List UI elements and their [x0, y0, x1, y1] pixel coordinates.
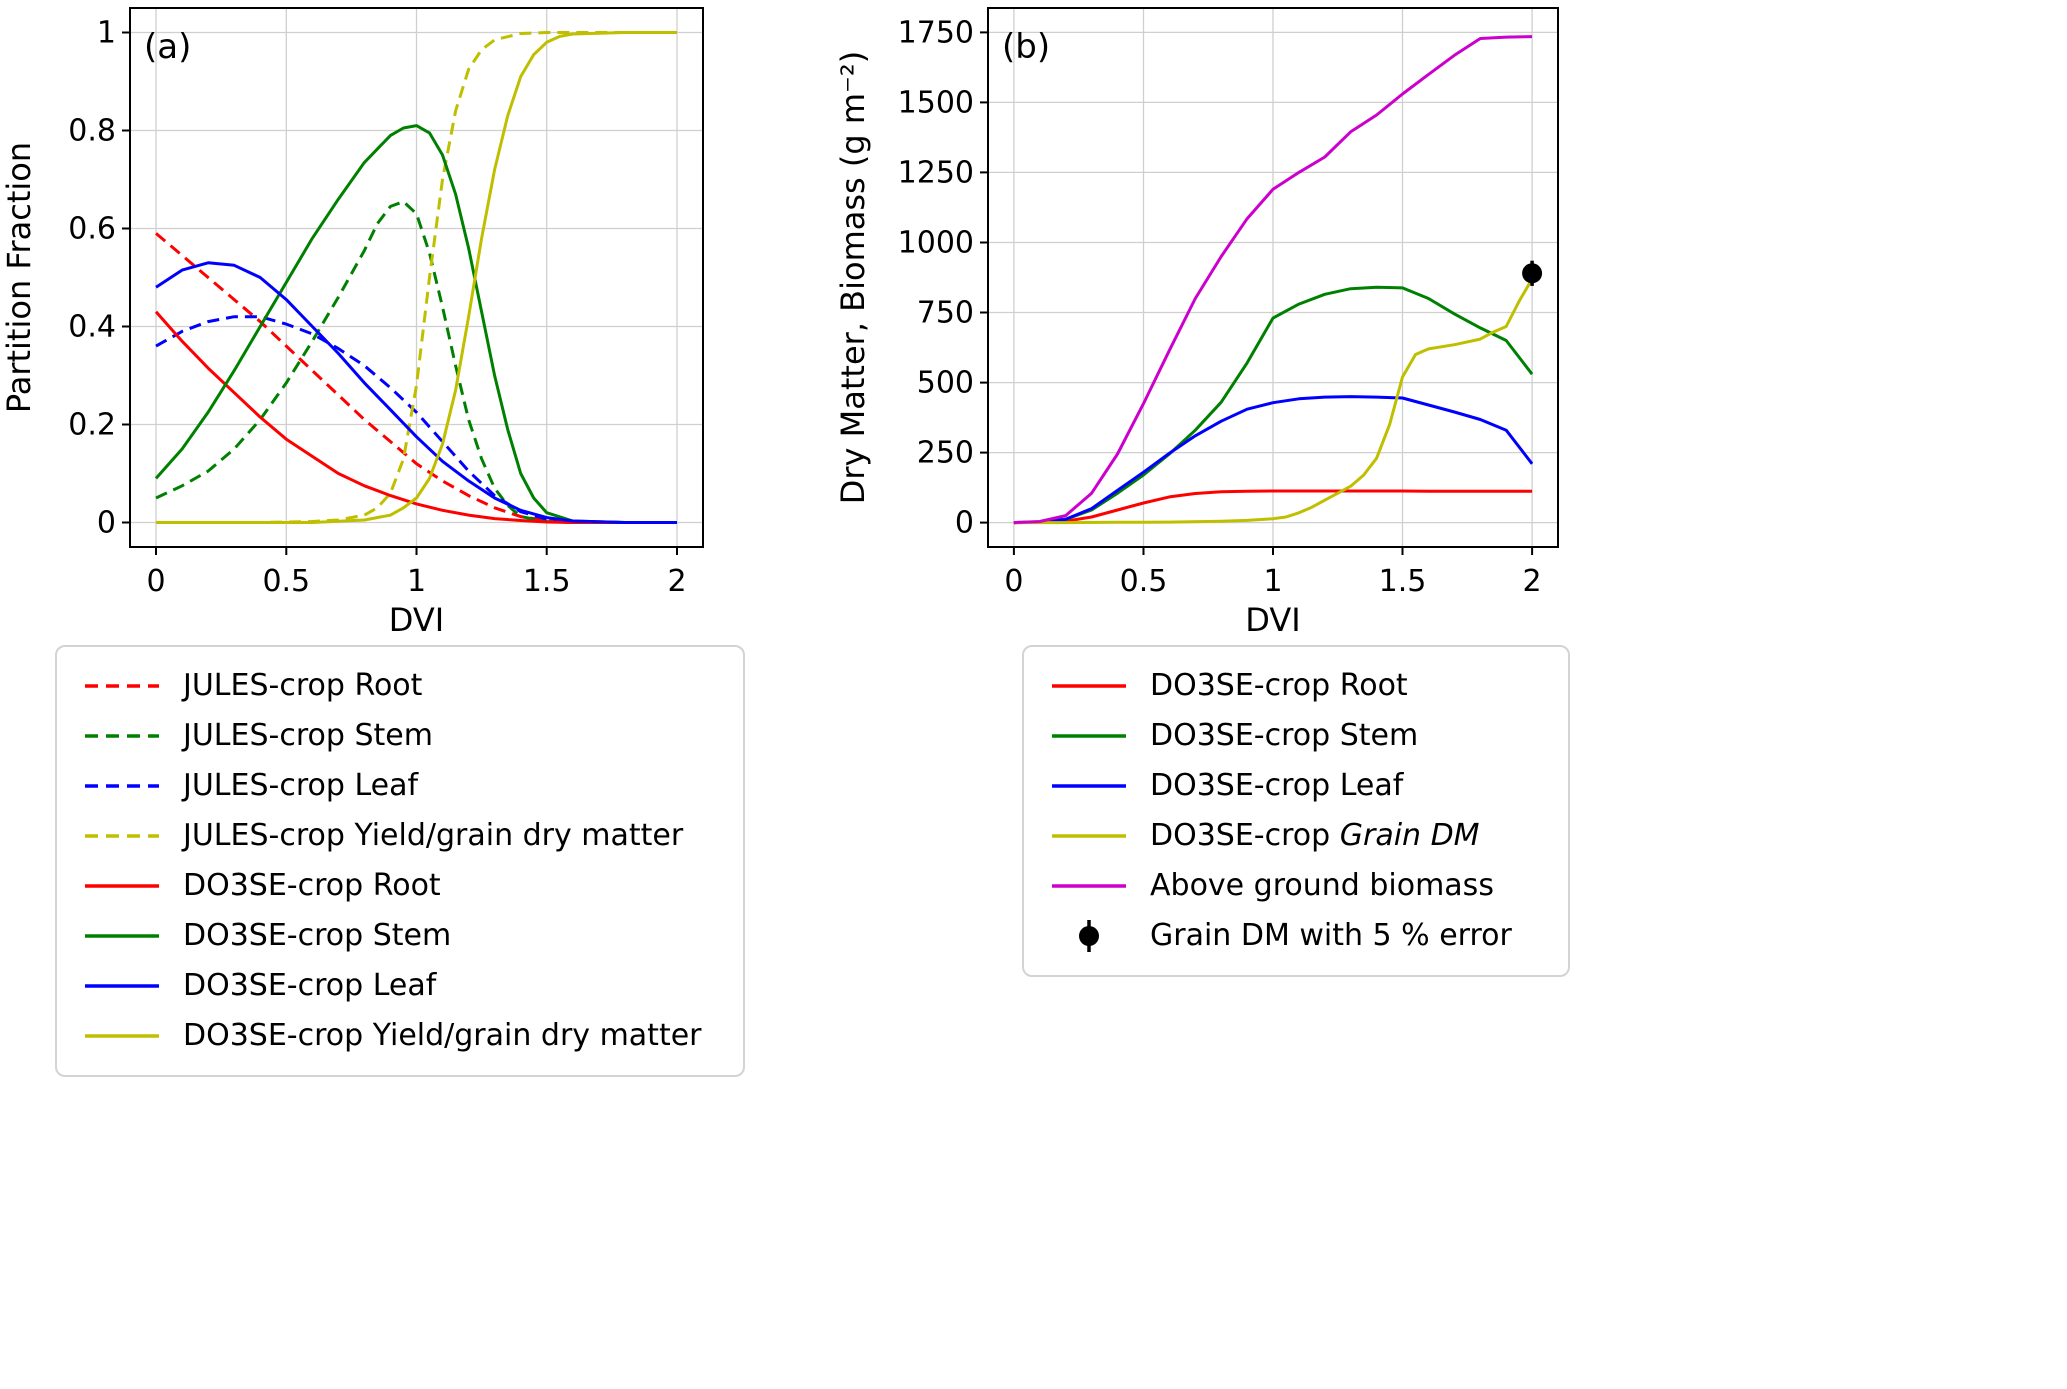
y-tick-label: 0 — [97, 506, 116, 541]
y-tick-label: 1000 — [898, 226, 974, 261]
legend-item-do3se-crop-leaf: DO3SE-crop Leaf — [83, 961, 731, 1011]
legend-item-do3se-crop-root: DO3SE-crop Root — [1050, 661, 1556, 711]
dashed-line-sample-icon — [85, 684, 159, 688]
series-do3se-crop-root — [154, 310, 677, 524]
solid-line-sample-icon — [1052, 834, 1126, 838]
legend-label: Grain DM with 5 % error — [1150, 918, 1512, 953]
legend-item-do3se-crop-root: DO3SE-crop Root — [83, 861, 731, 911]
series-do3se-crop-stem — [1013, 285, 1534, 525]
legend-label: Above ground biomass — [1150, 868, 1494, 903]
dashed-line-sample-icon — [85, 784, 159, 788]
dashed-line-sample-icon — [85, 834, 159, 838]
series-jules-crop-leaf — [155, 315, 677, 524]
legend-label: DO3SE-crop Yield/grain dry matter — [183, 1018, 702, 1053]
panel-label: (b) — [1002, 27, 1050, 67]
panel-label: (a) — [144, 27, 191, 67]
y-tick-label: 500 — [917, 366, 974, 401]
legend-item-do3se-crop-stem: DO3SE-crop Stem — [1050, 711, 1556, 761]
x-tick-label: 0 — [146, 564, 165, 599]
legend-label: JULES-crop Root — [183, 668, 423, 703]
series-do3se-crop-leaf — [155, 261, 677, 524]
legend-item-jules-crop-yield-grain-dry-matter: JULES-crop Yield/grain dry matter — [83, 811, 731, 861]
marker-grain-dm-with-5-error — [1522, 263, 1543, 284]
series-jules-crop-yield-grain-dry-matter — [156, 31, 677, 524]
y-tick-label: 1500 — [898, 85, 974, 120]
series-do3se-crop-root — [1013, 489, 1533, 525]
solid-line-sample-icon — [1052, 784, 1126, 788]
solid-line-sample-icon — [85, 884, 159, 888]
y-tick-label: 750 — [917, 296, 974, 331]
y-axis-label: Partition Fraction — [0, 142, 38, 413]
solid-line-sample-icon — [85, 984, 159, 988]
legend-item-jules-crop-root: JULES-crop Root — [83, 661, 731, 711]
x-tick-label: 1 — [1263, 564, 1282, 599]
y-tick-label: 0 — [955, 506, 974, 541]
legend-label: DO3SE-crop Leaf — [183, 968, 437, 1003]
legend-label: DO3SE-crop Root — [1150, 668, 1408, 703]
y-tick-label: 0.2 — [68, 408, 116, 443]
solid-line-sample-icon — [1052, 734, 1126, 738]
y-axis-label: Dry Matter, Biomass (g m⁻²) — [834, 51, 872, 504]
x-axis-label: DVI — [1245, 601, 1300, 639]
series-do3se-crop-stem — [154, 124, 677, 524]
legend-label: DO3SE-crop Grain DM — [1150, 818, 1480, 853]
x-tick-label: 2 — [667, 564, 686, 599]
x-tick-label: 0 — [1004, 564, 1023, 599]
y-tick-label: 1 — [97, 16, 116, 51]
legend-item-do3se-crop-yield-grain-dry-matter: DO3SE-crop Yield/grain dry matter — [83, 1011, 731, 1061]
legend-item-jules-crop-stem: JULES-crop Stem — [83, 711, 731, 761]
series-do3se-crop-grain-dm — [1013, 278, 1534, 525]
x-tick-label: 0.5 — [1120, 564, 1168, 599]
x-tick-label: 1.5 — [523, 564, 571, 599]
errorbar-dot-icon — [1079, 926, 1099, 946]
legend-label: DO3SE-crop Stem — [183, 918, 452, 953]
legend-item-above-ground-biomass: Above ground biomass — [1050, 861, 1556, 911]
series-do3se-crop-leaf — [1013, 395, 1534, 525]
x-tick-label: 0.5 — [262, 564, 310, 599]
panel-b-legend: DO3SE-crop Root DO3SE-crop Stem DO3SE-crop… — [1022, 645, 1570, 977]
y-tick-label: 0.8 — [68, 114, 116, 149]
legend-item-grain-dm-with-5-error: Grain DM with 5 % error — [1050, 911, 1556, 961]
legend-label: DO3SE-crop Root — [183, 868, 441, 903]
y-tick-label: 1750 — [898, 15, 974, 50]
legend-item-do3se-crop-leaf: DO3SE-crop Leaf — [1050, 761, 1556, 811]
legend-label: DO3SE-crop Stem — [1150, 718, 1419, 753]
x-tick-label: 2 — [1523, 564, 1542, 599]
x-axis-label: DVI — [389, 601, 444, 639]
series-above-ground-biomass — [1013, 35, 1533, 525]
y-tick-label: 250 — [917, 436, 974, 471]
x-tick-label: 1.5 — [1379, 564, 1427, 599]
dashed-line-sample-icon — [85, 734, 159, 738]
legend-item-jules-crop-leaf: JULES-crop Leaf — [83, 761, 731, 811]
legend-label: DO3SE-crop Leaf — [1150, 768, 1404, 803]
solid-line-sample-icon — [85, 934, 159, 938]
legend-label: JULES-crop Stem — [183, 718, 433, 753]
solid-line-sample-icon — [85, 1034, 159, 1038]
series-jules-crop-root — [155, 232, 677, 524]
legend-item-do3se-crop-grain-dm: DO3SE-crop Grain DM — [1050, 811, 1556, 861]
legend-item-do3se-crop-stem: DO3SE-crop Stem — [83, 911, 731, 961]
panel-a-legend: JULES-crop Root JULES-crop Stem JULES-crop… — [55, 645, 745, 1077]
legend-label: JULES-crop Yield/grain dry matter — [183, 818, 684, 853]
solid-line-sample-icon — [1052, 684, 1126, 688]
solid-line-sample-icon — [1052, 884, 1126, 888]
legend-label: JULES-crop Leaf — [183, 768, 419, 803]
errorbar-marker-icon — [1079, 920, 1099, 952]
x-tick-label: 1 — [407, 564, 426, 599]
y-tick-label: 0.4 — [68, 310, 116, 345]
panel-b-chart: 0 0.5 1 1.5 2 0 250 500 750 1000 1250 1500 1750 DVI Dr… — [834, 7, 1559, 639]
y-tick-label: 1250 — [898, 155, 974, 190]
series-do3se-crop-yield-grain-dry-matter — [156, 31, 677, 524]
y-tick-label: 0.6 — [68, 212, 116, 247]
